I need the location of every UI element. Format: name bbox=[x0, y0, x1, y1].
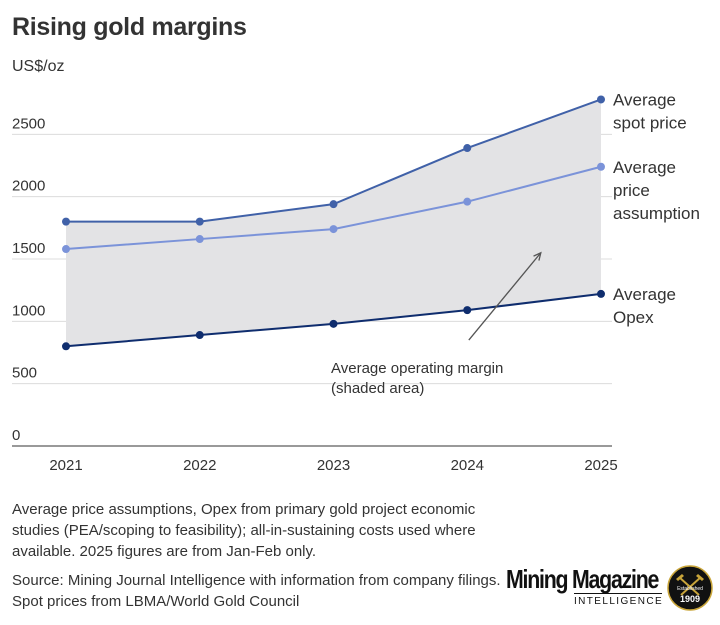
data-point-average-spot-price-2022 bbox=[195, 217, 204, 226]
badge-top-text: Established bbox=[677, 586, 703, 592]
operating-margin-area bbox=[66, 99, 601, 347]
series-label-average-spot-price: Average spot price bbox=[613, 90, 687, 132]
data-point-average-opex-2021 bbox=[62, 342, 70, 351]
shaded-margin-area bbox=[66, 99, 601, 347]
x-axis: 2021 2022 2023 2024 2025 bbox=[12, 445, 618, 474]
y-tick-label-1000: 1000 bbox=[12, 302, 45, 319]
annotation-arrow bbox=[468, 252, 542, 341]
series-label-average-opex: Average Opex bbox=[613, 285, 676, 327]
badge-year-text: 1909 bbox=[680, 594, 700, 604]
logo-divider bbox=[574, 593, 662, 594]
y-axis-unit-label: US$/oz bbox=[12, 58, 65, 75]
y-tick-label-2000: 2000 bbox=[12, 178, 45, 195]
data-point-average-price-assumption-2021 bbox=[62, 245, 70, 254]
mining-magazine-logo: Mining Magazine INTELLIGENCE Established… bbox=[506, 564, 716, 616]
chart-title: Rising gold margins bbox=[12, 13, 247, 41]
series-lines bbox=[62, 95, 605, 351]
data-point-average-price-assumption-2022 bbox=[195, 235, 204, 244]
series-labels: Average spot price Average price assumption A… bbox=[613, 90, 700, 326]
data-point-average-spot-price-2023 bbox=[329, 200, 338, 209]
y-tick-label-2500: 2500 bbox=[12, 115, 45, 132]
data-point-average-spot-price-2025 bbox=[597, 95, 605, 104]
x-tick-label-2023: 2023 bbox=[317, 457, 350, 474]
data-point-average-price-assumption-2025 bbox=[597, 162, 605, 171]
data-point-average-opex-2024 bbox=[463, 306, 472, 315]
source-note: Source: Mining Journal Intelligence with… bbox=[12, 572, 501, 610]
data-point-average-opex-2025 bbox=[597, 289, 605, 298]
series-label-average-price-assumption: Average price assumption bbox=[613, 158, 700, 223]
data-point-average-spot-price-2021 bbox=[62, 217, 70, 226]
y-tick-label-1500: 1500 bbox=[12, 240, 45, 257]
x-tick-label-2025: 2025 bbox=[584, 457, 617, 474]
x-tick-label-2021: 2021 bbox=[49, 457, 82, 474]
data-point-average-opex-2022 bbox=[195, 331, 204, 340]
x-tick-label-2022: 2022 bbox=[183, 457, 216, 474]
y-tick-label-500: 500 bbox=[12, 365, 37, 382]
methodology-note: Average price assumptions, Opex from pri… bbox=[12, 501, 476, 560]
annotation: Average operating margin (shaded area) bbox=[331, 251, 542, 397]
logo-subtitle: INTELLIGENCE bbox=[574, 596, 664, 607]
annotation-text: Average operating margin (shaded area) bbox=[331, 360, 503, 397]
line-chart: 0 500 1000 1500 2000 2500 Average operating m… bbox=[12, 90, 700, 474]
data-point-average-price-assumption-2024 bbox=[463, 197, 472, 206]
y-tick-label-0: 0 bbox=[12, 427, 20, 444]
x-tick-label-2024: 2024 bbox=[451, 457, 484, 474]
annotation-arrowhead bbox=[533, 251, 542, 261]
data-point-average-spot-price-2024 bbox=[463, 144, 472, 153]
logo-wordmark: Mining Magazine bbox=[506, 564, 659, 594]
data-point-average-price-assumption-2023 bbox=[329, 225, 338, 234]
data-point-average-opex-2023 bbox=[329, 319, 338, 328]
established-badge-icon: Established 1909 bbox=[667, 565, 713, 611]
